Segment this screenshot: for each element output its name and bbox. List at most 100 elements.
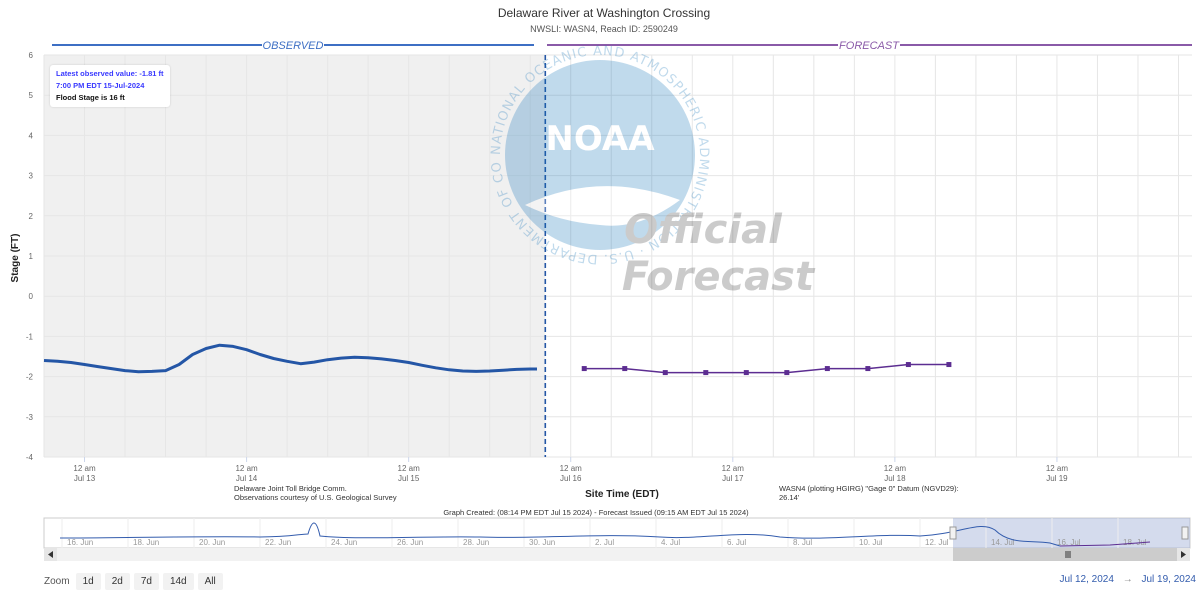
navigator-date-label: 30. Jun (529, 538, 555, 547)
zoom-2d-button[interactable]: 2d (104, 572, 130, 590)
x-tick-label: 12 am (398, 464, 421, 473)
credit-agency: Delaware Joint Toll Bridge Comm. (234, 484, 347, 493)
forecast-label: FORECAST (839, 40, 900, 52)
x-tick-date: Jul 18 (884, 474, 906, 483)
forecast-watermark: Forecast (622, 254, 816, 300)
navigator-date-label: 28. Jun (463, 538, 489, 547)
y-tick-label: 5 (29, 91, 34, 100)
y-tick-label: -4 (26, 453, 34, 462)
zoom-label: Zoom (44, 575, 70, 587)
chart-title: Delaware River at Washington Crossing (498, 6, 710, 20)
y-axis-label: Stage (FT) (10, 234, 21, 283)
arrow-left-icon (48, 551, 53, 558)
arrow-right-icon (1181, 551, 1186, 558)
navigator-date-label: 16. Jun (67, 538, 93, 547)
navigator-forecast-series (1059, 541, 1151, 547)
chart-subtitle: NWSLI: WASN4, Reach ID: 2590249 (530, 24, 678, 34)
forecast-point (581, 366, 587, 372)
zoom-7d-button[interactable]: 7d (133, 572, 159, 590)
navigator-date-label: 18. Jul (1123, 538, 1147, 547)
flood-stage-note: Flood Stage is 16 ft (56, 93, 125, 102)
navigator-handle-right[interactable] (1181, 526, 1189, 540)
range-arrow-icon: → (1122, 574, 1133, 585)
observed-banner: OBSERVED (52, 40, 534, 52)
series-layer (43, 343, 952, 376)
noaa-bird-shape (525, 186, 680, 226)
latest-value-box: Latest observed value: -1.81 ft 7:00 PM … (50, 65, 170, 107)
official-watermark: Official (624, 207, 783, 253)
navigator-date-label: 8. Jul (793, 538, 812, 547)
forecast-point (703, 370, 709, 376)
forecast-point (662, 370, 668, 376)
plot-background (43, 54, 1192, 458)
x-tick-date: Jul 17 (722, 474, 744, 483)
range-to[interactable]: Jul 19, 2024 (1141, 574, 1197, 585)
zoom-14d-button[interactable]: 14d (162, 572, 194, 590)
navigator-date-label: 6. Jul (727, 538, 746, 547)
range-from[interactable]: Jul 12, 2024 (1059, 574, 1114, 585)
forecast-point (905, 362, 911, 368)
zoom-controls: Zoom 1d 2d 7d 14d All (44, 572, 227, 590)
y-axis: 6 5 4 3 2 1 0 -1 -2 -3 -4 (26, 51, 34, 462)
datum-note: WASN4 (plotting HGIRG) "Gage 0" Datum (N… (779, 484, 959, 493)
y-tick-label: 0 (29, 292, 34, 301)
forecast-point (743, 370, 749, 376)
noaa-logo-circle (505, 60, 695, 250)
navigator-date-label: 4. Jul (661, 538, 680, 547)
navigator-date-label: 22. Jun (265, 538, 291, 547)
navigator-handle-left[interactable] (949, 526, 957, 540)
navigator-date-label: 26. Jun (397, 538, 423, 547)
scrollbar[interactable] (44, 548, 1190, 561)
x-tick-date: Jul 19 (1046, 474, 1068, 483)
navigator-date-label: 16. Jul (1057, 538, 1081, 547)
latest-value: Latest observed value: -1.81 ft (56, 69, 164, 78)
x-axis-label: Site Time (EDT) (585, 489, 659, 500)
x-tick-label: 12 am (722, 464, 745, 473)
y-tick-label: 4 (29, 131, 34, 140)
navigator-series (59, 522, 1061, 547)
forecast-point (784, 370, 790, 376)
navigator-selection[interactable] (953, 518, 1190, 548)
navigator-date-label: 10. Jul (859, 538, 883, 547)
latest-time: 7:00 PM EDT 15-Jul-2024 (56, 81, 145, 90)
y-tick-label: -2 (26, 373, 34, 382)
zoom-1d-button[interactable]: 1d (75, 572, 101, 590)
navigator-date-label: 12. Jul (925, 538, 949, 547)
date-range: Jul 12, 2024 → Jul 19, 2024 (1059, 574, 1196, 585)
x-tick-date: Jul 15 (398, 474, 420, 483)
navigator-date-label: 24. Jun (331, 538, 357, 547)
y-tick-label: -1 (26, 332, 34, 341)
forecast-point (946, 362, 952, 368)
x-tick-label: 12 am (884, 464, 907, 473)
x-tick-label: 12 am (1046, 464, 1069, 473)
navigator-date-label: 14. Jul (991, 538, 1015, 547)
navigator-date-label: 2. Jul (595, 538, 614, 547)
forecast-point (824, 366, 830, 372)
forecast-point (622, 366, 628, 372)
zoom-all-button[interactable]: All (197, 572, 223, 590)
y-tick-label: 1 (29, 252, 34, 261)
datum-value: 26.14' (779, 493, 800, 502)
y-tick-label: 2 (29, 212, 34, 221)
x-tick-date: Jul 16 (560, 474, 582, 483)
forecast-banner: FORECAST (547, 40, 1192, 52)
scrollbar-track[interactable] (44, 548, 1190, 561)
navigator-date-label: 20. Jun (199, 538, 225, 547)
noaa-wordmark: NOAA (545, 119, 655, 159)
x-tick-label: 12 am (560, 464, 583, 473)
forecast-point (865, 366, 871, 372)
observed-label: OBSERVED (263, 40, 324, 52)
scrollbar-grip-icon (1065, 551, 1071, 558)
forecast-series-line (584, 363, 949, 374)
navigator[interactable]: 16. Jun 18. Jun 20. Jun 22. Jun 24. Jun 26. J… (43, 517, 1191, 549)
x-tick-date: Jul 14 (236, 474, 258, 483)
y-tick-label: 6 (29, 51, 34, 60)
credit-usgs: Observations courtesy of U.S. Geological… (234, 493, 397, 502)
x-tick-label: 12 am (235, 464, 258, 473)
x-tick-label: 12 am (73, 464, 96, 473)
navigator-labels: 16. Jun 18. Jun 20. Jun 22. Jun 24. Jun 26. J… (61, 518, 1147, 548)
x-tick-date: Jul 13 (74, 474, 96, 483)
y-tick-label: -3 (26, 413, 34, 422)
observed-series-line (43, 343, 537, 374)
